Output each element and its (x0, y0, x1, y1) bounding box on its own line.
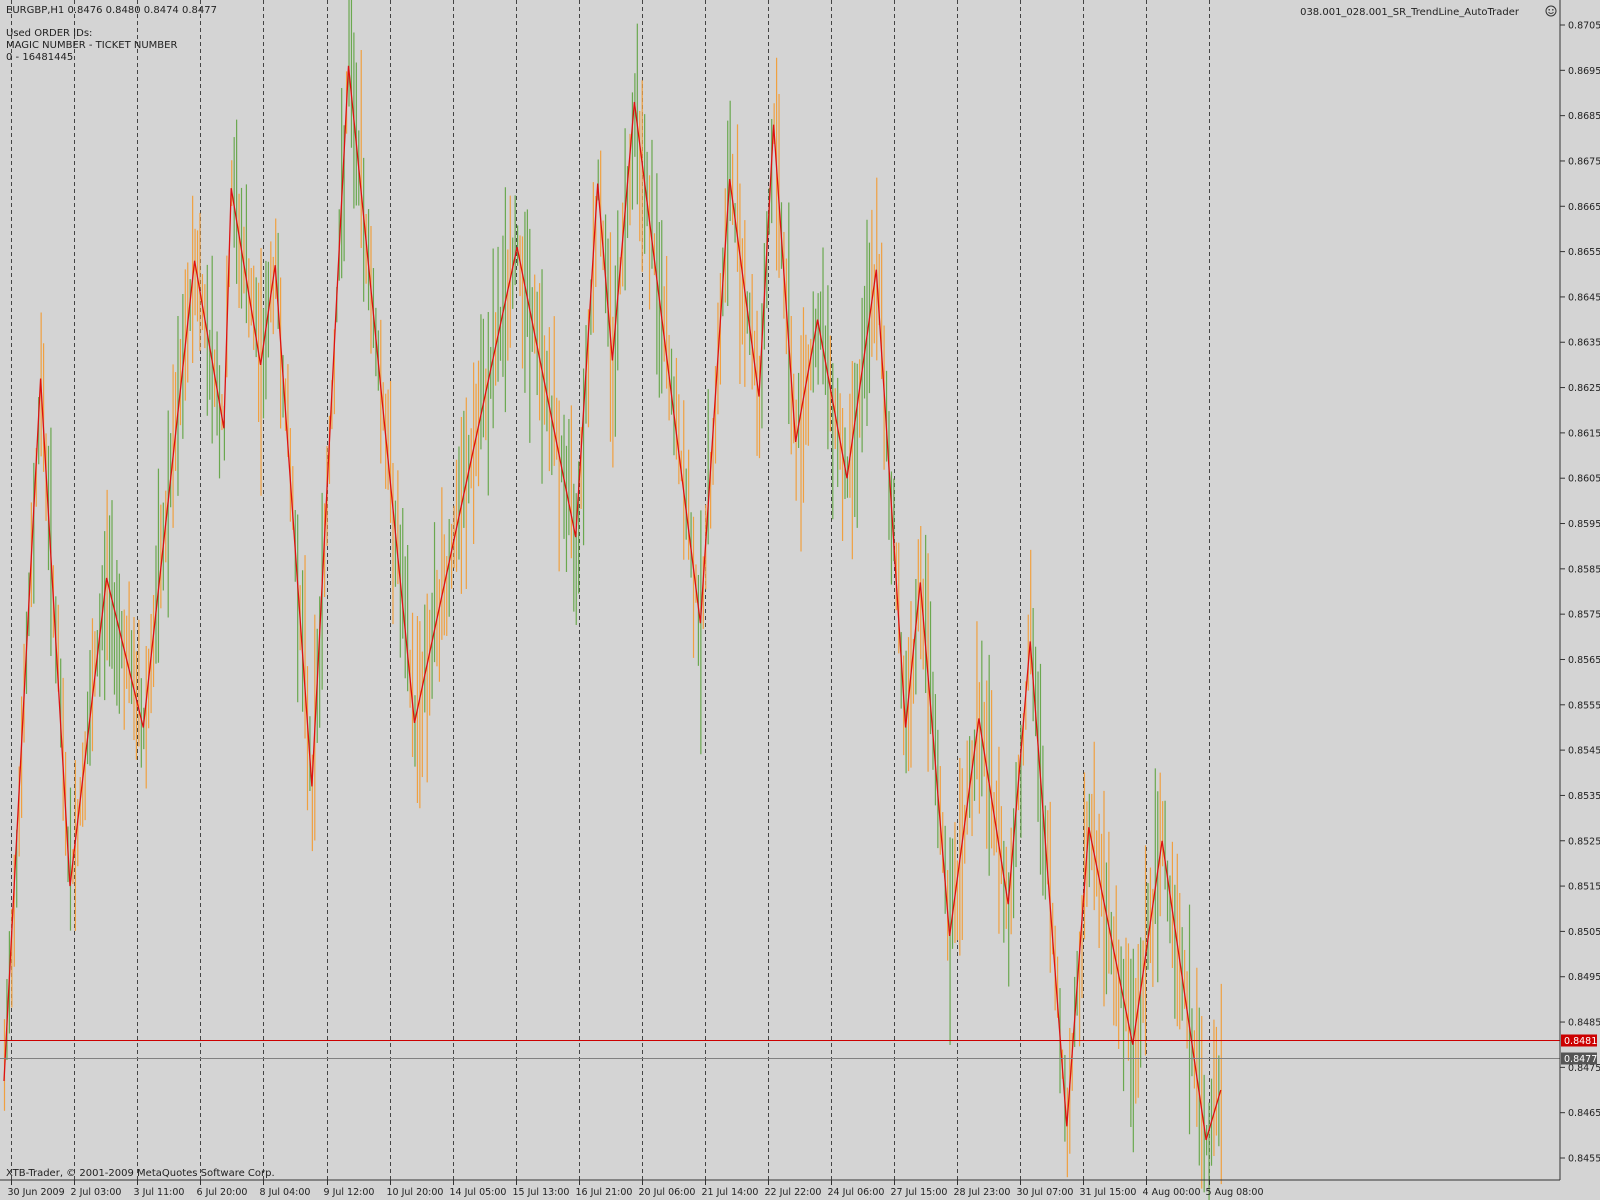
time-tick-label: 21 Jul 14:00 (702, 1187, 759, 1198)
price-tick-label: 0.8605 (1568, 474, 1600, 485)
price-tick-label: 0.8465 (1568, 1108, 1600, 1119)
time-axis: 30 Jun 2009 2 Jul 03:00 3 Jul 11:00 6 Jul 2… (8, 1180, 1264, 1198)
price-tick-label: 0.8635 (1568, 338, 1600, 349)
price-tag-label: 0.8477 (1564, 1054, 1597, 1065)
price-tick-label: 0.8595 (1568, 519, 1600, 530)
copyright-text: XTB-Trader, © 2001-2009 MetaQuotes Softw… (6, 1168, 275, 1179)
time-tick-label: 28 Jul 23:00 (954, 1187, 1011, 1198)
time-tick-label: 22 Jul 22:00 (765, 1187, 822, 1198)
time-tick-label: 10 Jul 20:00 (387, 1187, 444, 1198)
time-tick-label: 14 Jul 05:00 (450, 1187, 507, 1198)
price-tick-label: 0.8565 (1568, 655, 1600, 666)
price-tick-label: 0.8485 (1568, 1018, 1600, 1029)
period-separators (11, 0, 1210, 1180)
price-tick-label: 0.8515 (1568, 882, 1600, 893)
time-tick-label: 6 Jul 20:00 (197, 1187, 248, 1198)
price-tick-label: 0.8695 (1568, 66, 1600, 77)
time-tick-label: 16 Jul 21:00 (576, 1187, 633, 1198)
price-tick-label: 0.8455 (1568, 1154, 1600, 1165)
time-tick-label: 5 Aug 08:00 (1206, 1187, 1264, 1198)
time-tick-label: 27 Jul 15:00 (891, 1187, 948, 1198)
time-tick-label: 4 Aug 00:00 (1143, 1187, 1201, 1198)
price-tick-label: 0.8535 (1568, 791, 1600, 802)
price-tags: 0.8481 0.8477 (1561, 1034, 1597, 1065)
price-tick-label: 0.8705 (1568, 21, 1600, 32)
price-tick-label: 0.8495 (1568, 972, 1600, 983)
order-ids-row: 0 - 16481445 (6, 52, 73, 63)
time-tick-label: 31 Jul 15:00 (1080, 1187, 1137, 1198)
time-tick-label: 3 Jul 11:00 (134, 1187, 185, 1198)
zigzag-line (3, 65, 1222, 1141)
time-tick-label: 30 Jun 2009 (8, 1187, 65, 1198)
price-tick-label: 0.8685 (1568, 111, 1600, 122)
symbol-info: EURGBP,H1 0.8476 0.8480 0.8474 0.8477 (6, 5, 217, 16)
price-tick-label: 0.8665 (1568, 202, 1600, 213)
price-tag-bg (1561, 1034, 1597, 1047)
price-tick-label: 0.8475 (1568, 1063, 1600, 1074)
expert-name: 038.001_028.001_SR_TrendLine_AutoTrader (1300, 7, 1520, 18)
smiley-icon[interactable] (1545, 5, 1557, 17)
price-tag-bg (1561, 1052, 1597, 1065)
time-tick-label: 20 Jul 06:00 (639, 1187, 696, 1198)
price-tick-label: 0.8675 (1568, 156, 1600, 167)
time-tick-label: 9 Jul 12:00 (324, 1187, 375, 1198)
price-tick-label: 0.8585 (1568, 564, 1600, 575)
price-tick-label: 0.8505 (1568, 927, 1600, 938)
price-tick-label: 0.8645 (1568, 292, 1600, 303)
price-tick-label: 0.8525 (1568, 836, 1600, 847)
time-tick-label: 2 Jul 03:00 (71, 1187, 122, 1198)
price-axis: 0.8705 0.8695 0.8685 0.8675 0.8665 0.8655 0.86… (1560, 21, 1600, 1165)
order-ids-title: Used ORDER IDs: (6, 28, 92, 39)
price-tick-label: 0.8655 (1568, 247, 1600, 258)
time-tick-label: 30 Jul 07:00 (1017, 1187, 1074, 1198)
price-tick-label: 0.8615 (1568, 428, 1600, 439)
price-levels (0, 1040, 1560, 1059)
order-ids-columns: MAGIC NUMBER - TICKET NUMBER (6, 40, 177, 51)
time-tick-label: 15 Jul 13:00 (513, 1187, 570, 1198)
time-tick-label: 8 Jul 04:00 (260, 1187, 311, 1198)
time-tick-label: 24 Jul 06:00 (828, 1187, 885, 1198)
price-tick-label: 0.8555 (1568, 700, 1600, 711)
price-tick-label: 0.8575 (1568, 610, 1600, 621)
price-tick-label: 0.8545 (1568, 746, 1600, 757)
price-tick-label: 0.8625 (1568, 383, 1600, 394)
zigzag-series (3, 65, 1222, 1141)
chart-frame (0, 0, 1561, 1181)
price-tag-label: 0.8481 (1564, 1036, 1597, 1047)
candles (3, 0, 1222, 1200)
